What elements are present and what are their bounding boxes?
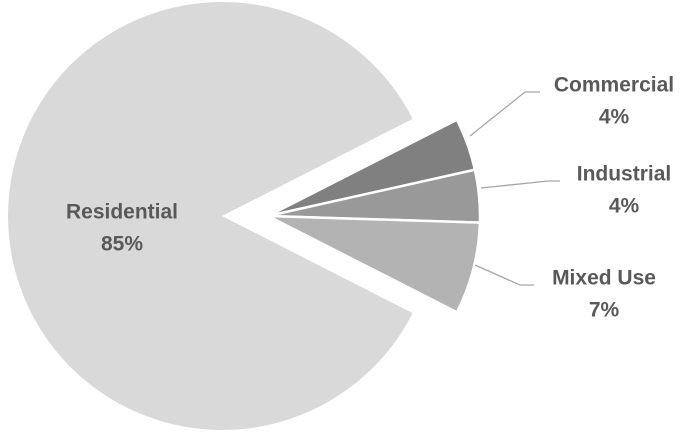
slice-value-mixed-use: 7% <box>589 299 620 322</box>
slice-label-industrial: Industrial <box>577 163 672 186</box>
pie-slice-residential <box>8 1 413 430</box>
pie-slice-mixed-use <box>266 214 482 314</box>
slice-label-mixed-use: Mixed Use <box>552 267 656 290</box>
slice-labels: Residential 85% Commercial 4% Industrial 4% Mi… <box>66 74 674 322</box>
slice-value-industrial: 4% <box>609 195 640 218</box>
slice-value-residential: 85% <box>101 233 143 256</box>
leader-line-industrial <box>480 180 560 189</box>
leader-lines <box>469 91 560 286</box>
leader-line-commercial <box>469 91 540 137</box>
slice-label-commercial: Commercial <box>554 74 674 97</box>
slice-value-commercial: 4% <box>599 106 630 129</box>
slice-label-residential: Residential <box>66 201 178 224</box>
pie-slices <box>8 1 482 430</box>
leader-line-mixed-use <box>474 264 534 286</box>
